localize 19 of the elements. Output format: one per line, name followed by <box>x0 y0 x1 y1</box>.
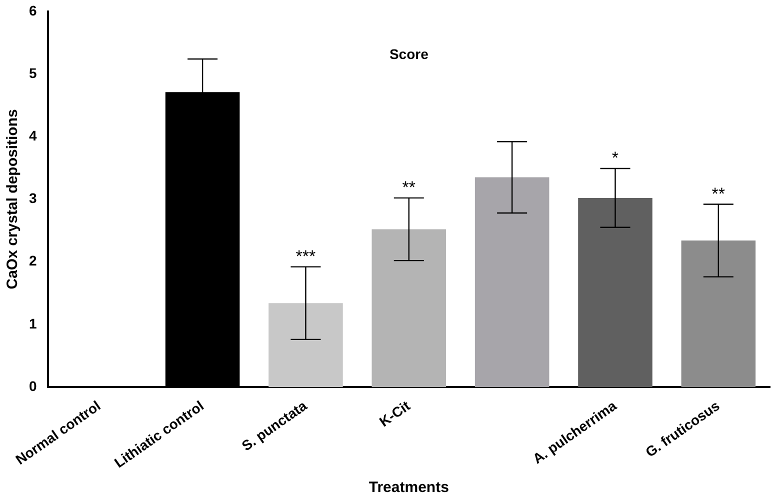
text: Score <box>389 46 429 62</box>
y-tick-label: 3 <box>28 190 37 206</box>
annotation: *** <box>296 247 316 266</box>
y-tick-label: 1 <box>28 315 37 332</box>
bar <box>372 229 446 388</box>
y-tick-label: 5 <box>28 64 37 81</box>
y-tick-label: 2 <box>28 252 37 269</box>
y-tick-label: 0 <box>28 378 37 394</box>
bar <box>578 198 652 388</box>
annotation: ** <box>402 178 416 198</box>
bar <box>474 177 550 388</box>
annotation: ** <box>712 184 726 204</box>
x-axis-title: Treatments <box>368 479 449 496</box>
y-tick-label: 6 <box>28 2 37 18</box>
bar <box>681 240 756 388</box>
y-tick-label: 4 <box>28 127 37 144</box>
y-axis-title: CaOx crystal depositions <box>4 109 22 290</box>
bar <box>268 303 343 388</box>
annotation: * <box>612 148 619 168</box>
